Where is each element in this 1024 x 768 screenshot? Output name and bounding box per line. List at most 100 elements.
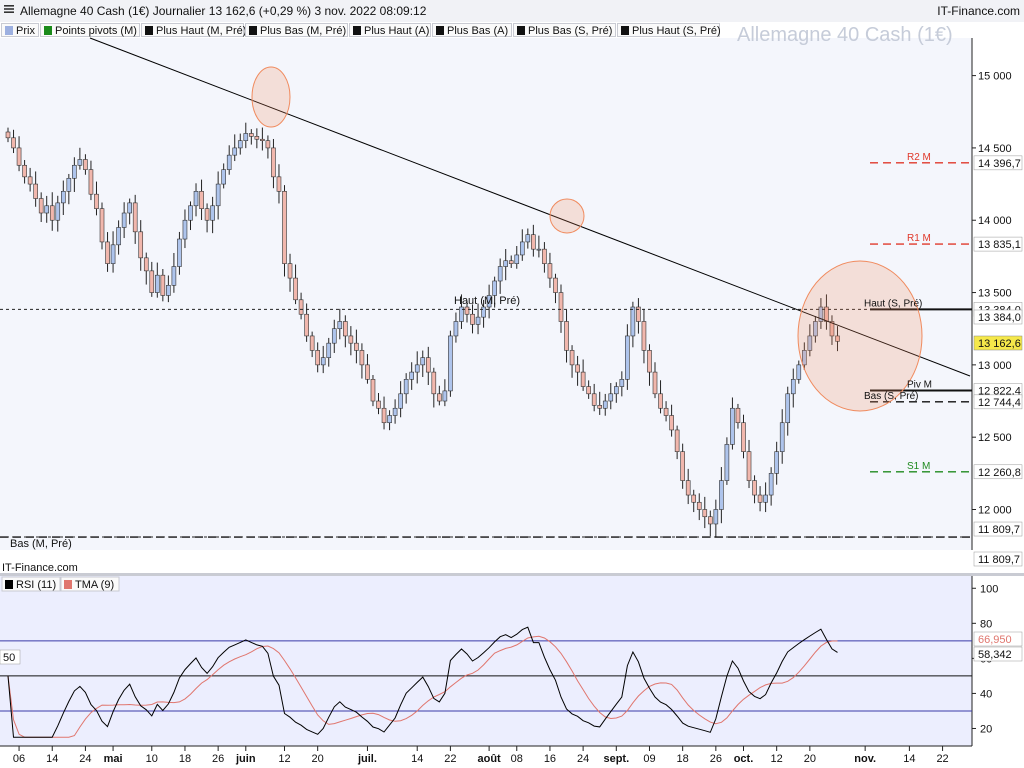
legend-chip-plus-bas-s[interactable]: Plus Bas (S, Pré) xyxy=(513,23,616,37)
candle-body xyxy=(127,202,132,214)
candle xyxy=(11,129,16,154)
candle-body xyxy=(5,131,11,139)
candle-body xyxy=(746,451,752,481)
price-tick-label: 12 500 xyxy=(978,432,1012,444)
pivot-value: 11 809,7 xyxy=(978,524,1020,536)
candle xyxy=(763,482,768,513)
candle xyxy=(719,467,724,524)
candle-body xyxy=(508,260,514,264)
candle-body xyxy=(226,154,232,170)
candle-body xyxy=(166,285,171,296)
legend-chip-plus-haut-s[interactable]: Plus Haut (S, Pré) xyxy=(617,23,721,37)
time-tick-label: 09 xyxy=(643,753,655,765)
pivot-lines xyxy=(0,162,972,538)
time-tick-label: 20 xyxy=(312,753,324,765)
candle xyxy=(431,367,437,408)
candle-body xyxy=(160,274,166,296)
candle xyxy=(696,493,702,521)
rsi-tick-label: 40 xyxy=(980,688,992,700)
candle-body xyxy=(414,364,420,373)
indicator-legend: Prix Points pivots (M) Plus Haut (M, Pré… xyxy=(0,22,960,38)
candle-body xyxy=(88,169,94,195)
chart-title: Allemagne 40 Cash (1€) Journalier 13 162… xyxy=(20,4,427,18)
legend-chip-plus-haut-m[interactable]: Plus Haut (M, Pré) xyxy=(141,23,246,37)
brand-label[interactable]: IT-Finance.com xyxy=(937,4,1020,18)
time-axis-ticks: 06 14 24 mai 10 18 26 juin 12 20 juil. 14 22 août 08 16… xyxy=(13,746,949,765)
candle xyxy=(575,355,580,386)
candle-body xyxy=(564,321,569,351)
candle xyxy=(127,198,132,225)
candle-body xyxy=(470,313,475,325)
candle xyxy=(226,145,232,175)
pivot-tag xyxy=(973,521,1023,537)
candle-body xyxy=(790,379,796,395)
candle-body xyxy=(768,473,774,496)
legend-chip-points-pivots[interactable]: Points pivots (M) xyxy=(40,23,140,37)
candle xyxy=(752,475,757,504)
candle-body xyxy=(724,444,730,481)
candle xyxy=(298,292,304,320)
candle xyxy=(425,346,431,386)
legend-chip-plus-bas-m[interactable]: Plus Bas (M, Pré) xyxy=(245,23,348,37)
candle-body xyxy=(719,480,724,510)
pivot-value: 12 744,4 xyxy=(978,397,1021,409)
candle-body xyxy=(49,205,55,221)
legend-chip-prix[interactable]: Prix xyxy=(1,23,39,37)
candlesticks xyxy=(5,122,840,537)
candle xyxy=(470,304,475,334)
candle xyxy=(66,173,72,205)
candle xyxy=(741,414,746,459)
time-tick-label: août xyxy=(477,753,501,765)
candle xyxy=(669,404,674,437)
legend-swatch xyxy=(145,26,153,35)
time-tick-label: 12 xyxy=(771,753,783,765)
candle-body xyxy=(276,176,282,192)
candle-body xyxy=(60,191,66,204)
candle xyxy=(105,232,110,272)
candle-body xyxy=(685,480,691,496)
candle-body xyxy=(11,137,16,149)
time-tick-label: 18 xyxy=(677,753,689,765)
price-tick-label: 13 000 xyxy=(978,360,1012,372)
menu-icon[interactable] xyxy=(3,3,15,15)
price-tick-label: 13 500 xyxy=(978,288,1012,300)
candle xyxy=(33,171,38,207)
candle-body xyxy=(94,193,99,209)
candle xyxy=(730,397,735,450)
candle xyxy=(691,489,697,513)
price-tick-label: 14 000 xyxy=(978,215,1012,227)
candle xyxy=(802,342,807,370)
candle xyxy=(171,252,177,293)
candle xyxy=(813,316,818,343)
rsi-tick-label: 100 xyxy=(980,583,998,595)
time-tick-label: 12 xyxy=(278,753,290,765)
candle-body xyxy=(370,379,376,402)
legend-chip-plus-bas-a[interactable]: Plus Bas (A) xyxy=(432,23,512,37)
candle-body xyxy=(354,342,359,351)
candle xyxy=(514,246,520,269)
candle xyxy=(774,441,779,485)
candle xyxy=(337,308,343,340)
legend-label: Plus Haut (S, Pré) xyxy=(632,25,721,37)
candle-body xyxy=(531,234,536,250)
candle-body xyxy=(326,342,332,358)
last-price-value: 13 162,6 xyxy=(978,338,1021,350)
rsi-value-tag: 58,342 xyxy=(973,646,1023,662)
candle-body xyxy=(763,494,768,503)
candle xyxy=(453,312,459,343)
legend-label: Plus Bas (M, Pré) xyxy=(260,25,347,37)
candle xyxy=(16,136,22,172)
haut-m-label: Haut (M, Pré) xyxy=(454,295,520,307)
candle xyxy=(597,391,603,415)
candle xyxy=(757,486,763,512)
candle-body xyxy=(83,159,88,170)
rsi-line xyxy=(7,626,838,738)
candle xyxy=(177,231,182,275)
candle xyxy=(602,393,608,416)
candle xyxy=(370,374,376,407)
candle xyxy=(658,380,663,414)
legend-chip-plus-haut-a[interactable]: Plus Haut (A) xyxy=(349,23,431,37)
candle-body xyxy=(304,313,309,337)
candle xyxy=(215,171,221,220)
